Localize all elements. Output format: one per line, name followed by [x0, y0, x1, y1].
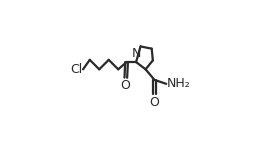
Text: O: O: [149, 96, 159, 109]
Text: N: N: [131, 47, 141, 60]
Text: NH₂: NH₂: [167, 77, 191, 90]
Text: Cl: Cl: [70, 63, 83, 76]
Text: O: O: [120, 79, 130, 92]
